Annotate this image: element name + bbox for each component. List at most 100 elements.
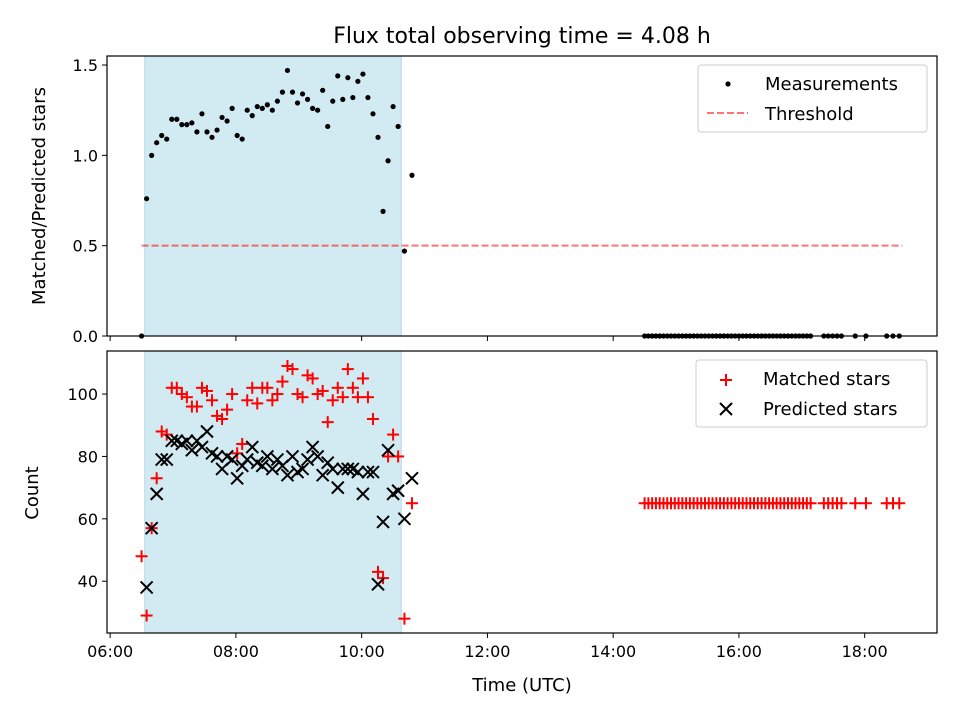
measurement-point [284,67,291,74]
matched-star-point [266,394,279,407]
predicted-star-point [245,440,259,454]
predicted-star-point [210,449,224,464]
measurement-point [159,132,165,139]
matched-star-point [405,497,418,510]
predicted-star-point [300,452,315,467]
measurement-point [174,116,180,122]
matched-star-point [246,381,259,394]
predicted-star-point [405,471,419,485]
measurement-point [164,136,170,142]
predicted-star-point [295,462,310,476]
matched-star-point [331,381,344,394]
matched-star-point [835,497,848,510]
ratio-panel: 0.0 0.5 1.0 1.5 Matched/Predicted stars Mea… [29,55,938,346]
predicted-star-point [144,521,159,535]
measurement-point [365,94,371,101]
predicted-star-point [381,443,395,457]
measurement-point [299,91,306,97]
matched-star-point [361,391,374,404]
matched-star-point [804,497,817,510]
predicted-star-point [341,462,355,476]
predicted-star-point [361,465,375,479]
measurement-point [154,140,160,146]
measurement-point [214,127,220,133]
matched-star-point [346,381,359,394]
predicted-star-point [331,480,345,495]
ratio-ytick-label: 0.0 [73,327,98,346]
matched-star-point [140,609,153,622]
matched-star-point [190,400,203,413]
measurement-point [360,71,366,77]
matched-star-point [336,391,349,404]
count-panel-frame [106,350,938,634]
matched-star-point [341,363,354,376]
matched-star-point [326,394,339,407]
measurement-point [355,78,361,84]
ratio-legend: Measurements Threshold [697,64,928,133]
count-ytick-label: 40 [78,572,98,591]
measurement-point [144,196,150,202]
predicted-star-point [326,462,340,476]
predicted-star-point [180,434,194,448]
measurement-point [310,105,316,111]
predicted-star-point [397,512,412,526]
xtick-label: 14:00 [590,642,636,661]
measurement-point [325,123,331,130]
measurement-point [340,96,346,102]
matched-star-point [392,450,405,463]
predicted-star-point [139,580,154,595]
matched-star-point [261,381,274,394]
legend-measurements-label: Measurements [765,74,898,95]
chart-title: Flux total observing time = 4.08 h [333,24,711,49]
matched-star-point [398,612,411,625]
predicted-star-point [260,449,275,464]
predicted-star-point [391,484,405,498]
predicted-star-point [185,443,199,457]
ratio-panel-frame [106,55,938,337]
xtick-label: 18:00 [842,642,888,661]
legend-matched-marker [720,374,732,386]
measurement-point [304,96,311,102]
matched-star-point [150,472,163,485]
legend-predicted-marker [719,402,733,416]
matched-star-point [135,550,148,563]
measurement-point [350,94,356,101]
matched-star-point [276,375,289,388]
predicted-star-point [230,471,244,485]
xtick-label: 10:00 [339,642,385,661]
measurement-point [385,158,391,164]
predicted-star-point [376,515,390,529]
matched-star-point [321,416,334,429]
xtick-label: 06:00 [87,642,133,661]
predicted-star-point [255,459,270,473]
measurement-point [199,111,205,117]
measurement-point [234,132,240,139]
measurement-point [380,208,386,214]
measurement-point [224,118,230,124]
measurement-point [395,123,401,130]
count-legend-box [695,359,928,428]
measurement-point [264,102,270,108]
matched-star-point [180,391,193,404]
matched-star-point [170,381,183,394]
matched-star-point [296,391,309,404]
predicted-star-point [200,424,214,439]
count-legend: Matched stars Predicted stars [695,359,928,428]
predicted-star-point [225,452,239,467]
ratio-ytick-label: 1.5 [73,56,98,75]
xtick-label: 16:00 [716,642,762,661]
matched-star-point [382,450,395,463]
measurement-point [244,107,250,113]
measurement-point [330,98,336,104]
predicted-star-point [195,440,209,454]
legend-matched-label: Matched stars [763,369,890,390]
matched-star-point [216,413,229,426]
matched-star-point [241,394,254,407]
matched-star-point [221,403,234,416]
matched-star-point [206,394,219,407]
ratio-y-axis-label: Matched/Predicted stars [29,87,50,305]
measurement-point [274,98,281,104]
matched-star-point [226,388,239,401]
legend-predicted-label: Predicted stars [763,399,897,420]
